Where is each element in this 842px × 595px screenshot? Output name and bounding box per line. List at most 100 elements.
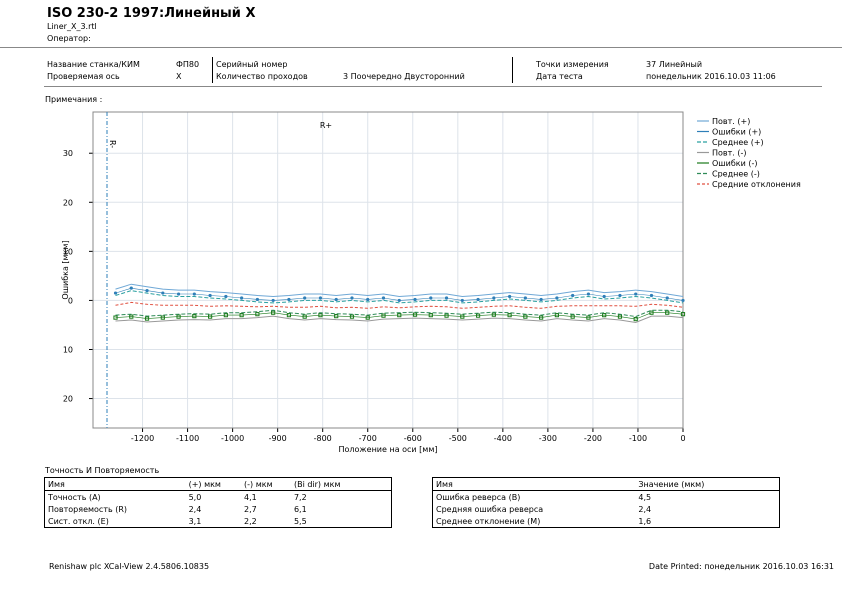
sep bbox=[212, 57, 213, 83]
point bbox=[649, 293, 654, 298]
cell: 2,7 bbox=[244, 504, 257, 514]
point bbox=[649, 310, 654, 315]
x-tick-label: -700 bbox=[359, 434, 377, 443]
point bbox=[349, 314, 355, 319]
point bbox=[129, 286, 133, 290]
cell: 6,1 bbox=[293, 504, 307, 514]
row: Имя Значение (мкм) bbox=[432, 477, 780, 491]
point bbox=[113, 315, 118, 320]
cell: Точность (A) bbox=[48, 492, 101, 502]
cell: Значение (мкм) bbox=[635, 477, 780, 491]
cell: Сист. откл. (E) bbox=[48, 516, 109, 526]
cell: Ошибка реверса (B) bbox=[436, 492, 521, 502]
cell: 2,4 bbox=[638, 504, 652, 514]
point bbox=[161, 291, 165, 295]
annotation: R+ bbox=[320, 121, 332, 130]
y-tick-label: 20 bbox=[63, 198, 73, 207]
chart: -1200 -1100 -1000 -900 -800 -700 -600 -500 -400-… bbox=[61, 111, 801, 454]
point bbox=[634, 292, 638, 296]
point bbox=[255, 312, 260, 317]
point bbox=[160, 315, 165, 320]
point bbox=[192, 292, 196, 296]
point bbox=[539, 297, 543, 302]
point bbox=[444, 313, 449, 318]
point bbox=[350, 296, 354, 300]
point bbox=[554, 313, 559, 318]
point bbox=[318, 313, 323, 318]
x-tick-label: -1100 bbox=[176, 434, 199, 443]
x-tick-label: -1000 bbox=[221, 434, 244, 443]
point bbox=[303, 296, 307, 300]
annotation: R- bbox=[108, 140, 117, 148]
series-line bbox=[115, 283, 684, 298]
label: Количество проходов bbox=[216, 72, 308, 81]
row: Повторяемость (R) 2,4 2,7 6,1 bbox=[45, 503, 392, 515]
sep bbox=[512, 57, 513, 83]
cell: 4,5 bbox=[638, 492, 652, 502]
point bbox=[618, 293, 622, 298]
file: Liner_X_3.rtl bbox=[47, 22, 97, 31]
point bbox=[539, 315, 544, 320]
cell: 2,2 bbox=[244, 516, 257, 526]
point bbox=[633, 316, 638, 322]
legend-label: Повт. (+) bbox=[712, 117, 750, 126]
row: Имя (+) мкм (-) мкм (Bi dir) мкм bbox=[44, 477, 392, 491]
y-tick-label: 20 bbox=[63, 395, 73, 404]
point bbox=[680, 312, 686, 317]
row: Ошибка реверса (B) 4,5 bbox=[433, 491, 780, 504]
legend-label: Среднее (+) bbox=[712, 138, 764, 147]
cell: 4,1 bbox=[244, 492, 257, 502]
y-tick-label: 0 bbox=[68, 296, 73, 305]
x-tick-label: -600 bbox=[404, 434, 422, 443]
point bbox=[381, 296, 386, 300]
value: 37 Линейный bbox=[646, 60, 703, 69]
point bbox=[491, 312, 496, 317]
cell: Имя bbox=[432, 477, 636, 491]
y-axis-label: Ошибка [мкм] bbox=[61, 240, 70, 299]
accuracy-table: Имя (+) мкм (-) мкм (Bi dir) мкм Точность (A… bbox=[44, 477, 392, 528]
operator: Оператор: bbox=[47, 34, 91, 43]
point bbox=[492, 296, 496, 300]
point bbox=[334, 297, 338, 302]
series-line bbox=[115, 315, 684, 324]
cell: 5,0 bbox=[188, 492, 202, 502]
point bbox=[428, 313, 433, 318]
point bbox=[602, 313, 607, 318]
legend-label: Среднее (-) bbox=[712, 170, 760, 179]
x-tick-label: -800 bbox=[314, 434, 332, 443]
point bbox=[570, 314, 575, 319]
cell: (+) мкм bbox=[185, 477, 242, 491]
x-axis-label: Положение на оси [мм] bbox=[339, 445, 438, 454]
cell: 1,6 bbox=[638, 516, 652, 526]
legend-label: Ошибки (+) bbox=[712, 128, 761, 137]
cell: 7,2 bbox=[293, 492, 307, 502]
rule bbox=[0, 47, 842, 48]
value: X bbox=[176, 72, 182, 81]
value: 3 Поочередно Двусторонний bbox=[343, 72, 465, 81]
cell: 5,5 bbox=[293, 516, 307, 526]
x-tick-label: -200 bbox=[584, 434, 602, 443]
point bbox=[665, 310, 670, 315]
point bbox=[381, 313, 386, 318]
footer-left: Renishaw plc XCal-View 2.4.5806.10835 bbox=[49, 562, 210, 571]
legend-label: Повт. (-) bbox=[712, 149, 747, 158]
label: Проверяемая ось bbox=[47, 72, 120, 81]
point bbox=[365, 315, 370, 320]
point bbox=[176, 292, 181, 296]
point bbox=[208, 293, 212, 298]
legend-label: Средние отклонения bbox=[712, 180, 801, 189]
point bbox=[239, 313, 244, 318]
cell: (Bi dir) мкм bbox=[290, 477, 392, 491]
value: понедельник 2016.10.03 11:06 bbox=[646, 72, 776, 81]
y-tick-label: 10 bbox=[63, 345, 73, 354]
row: Средняя ошибка реверса 2,4 bbox=[433, 503, 780, 515]
series-line bbox=[115, 312, 684, 320]
cell: Средняя ошибка реверса bbox=[436, 504, 544, 514]
point bbox=[507, 313, 512, 318]
point bbox=[508, 294, 512, 299]
series-line bbox=[115, 290, 684, 304]
cell: Повторяемость (R) bbox=[48, 504, 128, 514]
point bbox=[192, 314, 197, 319]
cell: Среднее отклонение (M) bbox=[436, 516, 541, 526]
